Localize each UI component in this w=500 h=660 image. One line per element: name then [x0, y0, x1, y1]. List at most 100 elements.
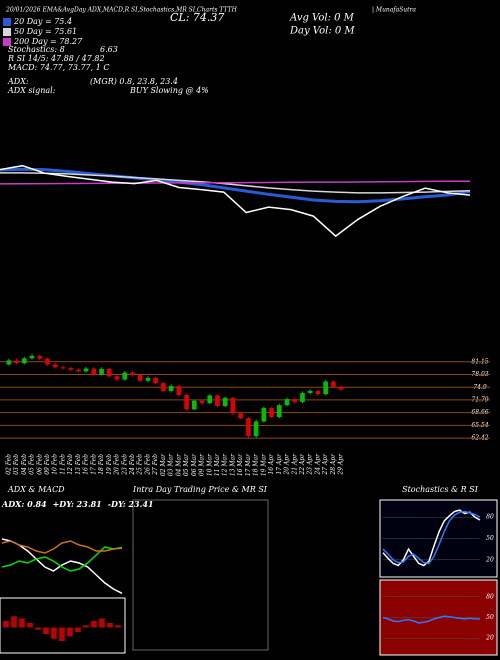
- x-tick-label: 17 Apr: [276, 453, 283, 475]
- candle-body: [153, 377, 158, 384]
- x-tick-label: 19 Mar: [260, 453, 267, 476]
- legend-label: ADX: 0.84: [1, 499, 47, 509]
- stat: 6.63: [100, 45, 118, 54]
- bar: [67, 627, 73, 637]
- day-volume: Day Vol: 0 M: [289, 26, 355, 37]
- candle-body: [300, 392, 305, 402]
- candle-body: [207, 395, 213, 404]
- x-tick-label: 09 Mar: [199, 453, 206, 476]
- candle-body: [29, 355, 35, 359]
- legend-label: 20 Day = 75.4: [13, 17, 72, 26]
- bar: [107, 623, 113, 628]
- y-tick-label: 20: [485, 556, 494, 563]
- candle-body: [145, 377, 151, 381]
- stat: R SI 14/5: 47.88 / 47.82: [7, 54, 105, 63]
- candle-body: [284, 399, 290, 406]
- candle-body: [307, 390, 313, 393]
- bar: [91, 620, 97, 628]
- candle-body: [45, 358, 50, 365]
- bar: [11, 616, 17, 628]
- y-tick-label: 20: [485, 635, 494, 642]
- close-price: CL: 74.37: [170, 11, 224, 24]
- bar: [115, 625, 121, 628]
- legend-swatch: [3, 28, 11, 36]
- bar: [35, 627, 41, 630]
- x-tick-label: 23 Apr: [307, 453, 314, 476]
- series-line: [1, 546, 123, 572]
- candle-body: [68, 368, 73, 370]
- candle-body: [261, 408, 267, 422]
- candle-body: [137, 375, 143, 381]
- candle-body: [292, 399, 298, 402]
- candle-body: [107, 368, 112, 377]
- x-tick-label: 29 Apr: [338, 453, 345, 476]
- x-tick-label: 16 Mar: [237, 453, 244, 476]
- candle-body: [99, 368, 104, 375]
- x-tick-label: 24 Apr: [314, 453, 321, 476]
- stat: MACD: 74.77, 73.77, 1 C: [7, 63, 109, 72]
- x-tick-label: 18 Mar: [253, 453, 260, 476]
- series-line: [1, 538, 123, 594]
- candle-body: [76, 369, 81, 372]
- candle-body: [277, 405, 282, 417]
- candle-body: [14, 360, 19, 364]
- y-tick-label: 50: [486, 535, 494, 542]
- x-tick-label: 05 Mar: [183, 453, 190, 476]
- series-line: [382, 510, 481, 565]
- candle-body: [52, 364, 58, 368]
- x-tick-label: 11 Feb: [59, 454, 66, 475]
- x-tick-label: 25 Feb: [137, 454, 144, 476]
- y-tick-label: 50: [486, 614, 494, 621]
- bar: [19, 618, 25, 628]
- x-tick-label: 19 Feb: [106, 454, 113, 475]
- bar: [75, 627, 81, 632]
- candle-body: [238, 413, 243, 419]
- panel-title: Stochastics & R SI: [402, 485, 479, 494]
- x-tick-label: 27 Apr: [322, 453, 329, 476]
- legend-label: 50 Day = 75.61: [14, 27, 77, 36]
- x-tick-label: 26 Feb: [144, 454, 151, 476]
- candle-body: [246, 418, 251, 437]
- candle-body: [6, 360, 12, 365]
- panel-title: ADX & MACD: [7, 485, 65, 494]
- candle-body: [315, 390, 321, 395]
- x-tick-label: 12 Feb: [67, 454, 74, 475]
- x-tick-label: 10 Feb: [52, 454, 59, 475]
- x-tick-label: 10 Mar: [206, 453, 213, 476]
- legend-swatch: [3, 18, 11, 26]
- bar: [51, 627, 57, 639]
- candle-body: [184, 395, 189, 410]
- panel-title: Intra Day Trading Price & MR SI: [132, 485, 268, 494]
- candle-body: [176, 386, 182, 395]
- x-tick-label: 17 Feb: [90, 454, 97, 475]
- x-tick-label: 20 Apr: [284, 453, 291, 476]
- candle-body: [192, 400, 197, 410]
- x-tick-label: 20 Feb: [114, 454, 121, 476]
- intraday-box: [132, 499, 269, 651]
- candle-body: [331, 381, 336, 387]
- candle-body: [338, 386, 344, 390]
- x-tick-label: 24 Feb: [129, 454, 136, 476]
- candle-body: [91, 368, 97, 375]
- x-tick-label: 06 Mar: [191, 453, 198, 476]
- x-tick-label: 16 Feb: [83, 454, 90, 475]
- candle-body: [253, 421, 259, 437]
- y-tick-label: 80: [486, 514, 494, 521]
- x-tick-label: 02 Mar: [160, 453, 167, 476]
- x-tick-label: 16 Apr: [268, 453, 275, 475]
- bar: [99, 618, 105, 628]
- x-tick-label: 09 Feb: [44, 454, 51, 475]
- x-tick-label: 05 Feb: [29, 454, 36, 475]
- candle-body: [37, 355, 43, 359]
- bar: [43, 627, 49, 635]
- legend-label: -DY: 23.41: [108, 499, 154, 509]
- x-tick-label: 13 Mar: [229, 453, 236, 476]
- x-tick-label: 12 Mar: [222, 453, 229, 476]
- candle-body: [323, 381, 328, 395]
- candle-body: [114, 376, 120, 380]
- series-line: [382, 509, 481, 567]
- legend-swatch: [3, 38, 11, 46]
- avg-volume: Avg Vol: 0 M: [289, 13, 355, 24]
- series-line: [382, 615, 481, 624]
